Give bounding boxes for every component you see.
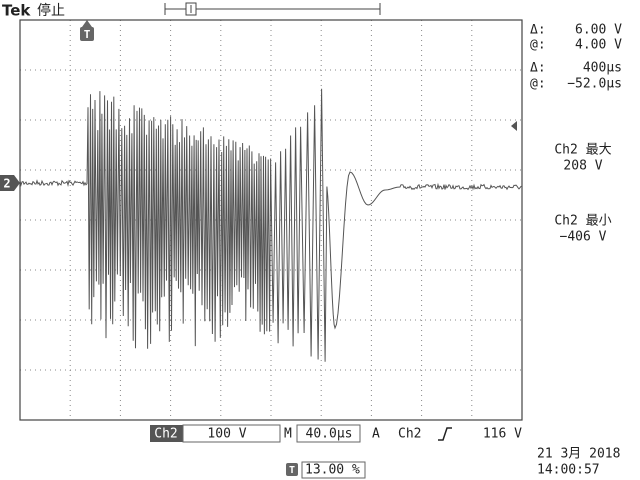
trigger-marker-label: T (84, 28, 91, 41)
trigger-position: T 13.00 % (286, 461, 366, 479)
brand: Tek (2, 2, 31, 20)
timebase-label: M (284, 427, 292, 442)
cursor-value: 4.00 V (575, 38, 622, 53)
channel-marker: 2 (0, 175, 20, 191)
trigger-marker: T (80, 20, 94, 41)
trigger-source: Ch2 (398, 427, 421, 442)
graticule-frame (19, 19, 523, 421)
trigger-position-value: 13.00 % (305, 463, 360, 478)
date: 21 3月 2018 (537, 447, 620, 462)
measurement-value: −406 V (560, 230, 607, 245)
trigger-mode: A (372, 427, 380, 442)
measurement-value: 208 V (563, 159, 602, 174)
cursor-value: −52.0μs (567, 77, 622, 92)
cursor-label: @: (530, 77, 546, 92)
channel-marker-label: 2 (3, 177, 10, 191)
measurement-label: Ch2 最小 (554, 214, 611, 229)
measurement-label: Ch2 最大 (554, 143, 611, 158)
time: 14:00:57 (537, 463, 600, 478)
status-bar: Ch2 100 V M 40.0μs A Ch2 116 V (150, 424, 522, 443)
trigger-position-bar (164, 2, 381, 16)
cursor-label: Δ: (530, 23, 546, 38)
timebase: 40.0μs (306, 427, 353, 442)
waveform (19, 88, 523, 362)
cursor-label: @: (530, 38, 546, 53)
cursor-value: 6.00 V (575, 23, 622, 38)
trigger-position-icon: T (289, 465, 295, 476)
channel-label: Ch2 (154, 427, 177, 442)
trigger-level: 116 V (483, 427, 522, 442)
cursor-label: Δ: (530, 61, 546, 76)
vertical-scale: 100 V (207, 427, 246, 442)
cursor-value: 400μs (583, 61, 622, 76)
run-status: 停止 (37, 2, 65, 19)
trigger-slope (438, 427, 452, 441)
trigger-level-arrow (511, 121, 517, 131)
